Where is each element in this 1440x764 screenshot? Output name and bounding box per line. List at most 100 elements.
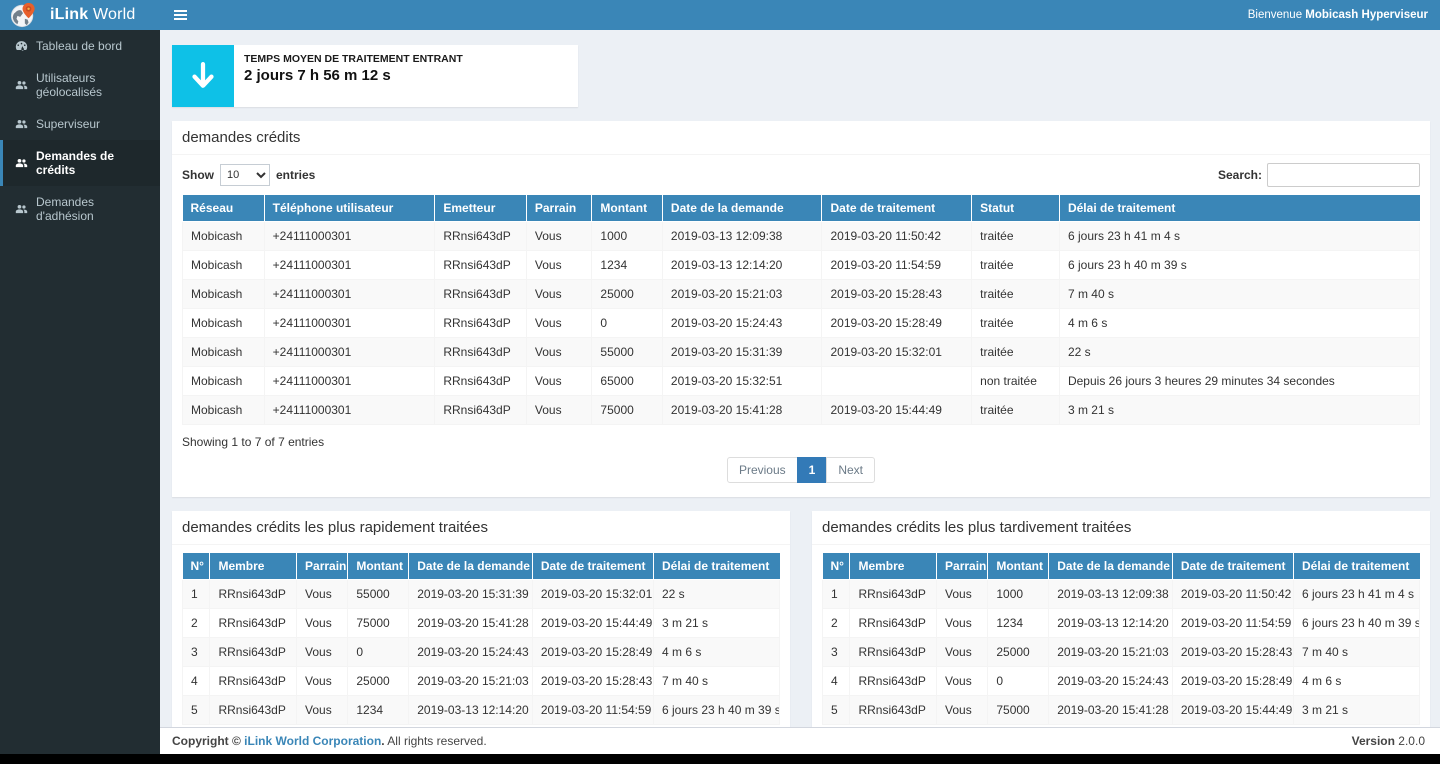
table-cell: RRnsi643dP [209,695,298,725]
table-cell: 4 m 6 s [653,637,780,667]
sidebar-item-demandes-de-credits[interactable]: Demandes de crédits [0,140,160,186]
arrow-down-icon [172,45,234,107]
sidebar-item-label: Demandes d'adhésion [36,195,95,223]
table-cell: traitée [971,250,1060,280]
table-header-row: Réseau Téléphone utilisateur Emetteur Pa… [182,195,1420,222]
table-cell: traitée [971,337,1060,367]
column-header[interactable]: Statut [971,195,1060,222]
column-header[interactable]: Délai de traitement [653,553,780,580]
table-cell: 1000 [987,579,1050,609]
search-input[interactable] [1267,163,1420,187]
column-header[interactable]: Parrain [526,195,593,222]
sidebar-item-superviseur[interactable]: Superviseur [0,108,160,140]
table-cell: 25000 [987,637,1050,667]
column-header[interactable]: Date de traitement [1172,553,1295,580]
sidebar-item-utilisateurs-geolocalises[interactable]: Utilisateurs géolocalisés [0,62,160,108]
column-header[interactable]: Réseau [182,195,265,222]
table-cell: 6 jours 23 h 41 m 4 s [1293,579,1420,609]
table-row: 5 RRnsi643dP Vous 75000 2019-03-20 15:41:28 2… [821,695,1420,725]
table-cell: Vous [525,279,593,309]
table-cell: 2019-03-13 12:14:20 [408,695,533,725]
page-1-button[interactable]: 1 [796,457,828,483]
table-cell: 2019-03-20 15:21:03 [1048,637,1173,667]
table-cell: Vous [936,666,989,696]
app-logo[interactable]: iLink World [0,0,160,30]
table-cell: RRnsi643dP [209,579,298,609]
table-cell: Vous [525,250,593,280]
column-header[interactable]: N° [822,553,851,580]
column-header[interactable]: Membre [209,553,298,580]
users-icon [15,79,29,91]
table-cell: Vous [296,608,349,638]
stat-card-title: TEMPS MOYEN DE TRAITEMENT ENTRANT [244,53,463,65]
table-cell: 55000 [347,579,410,609]
table-cell: 55000 [591,337,663,367]
table-cell: 2019-03-20 15:24:43 [1048,666,1173,696]
column-header[interactable]: Parrain [936,553,989,580]
table-cell: Depuis 26 jours 3 heures 29 minutes 34 s… [1058,366,1421,396]
table-cell: 2019-03-20 15:32:01 [821,337,973,367]
table-cell: Mobicash [182,337,265,367]
column-header[interactable]: N° [182,553,211,580]
previous-page-button[interactable]: Previous [726,457,798,483]
column-header[interactable]: Date de la demande [408,553,533,580]
table-cell: 0 [987,666,1050,696]
table-cell: 7 m 40 s [1293,637,1420,667]
column-header[interactable]: Emetteur [434,195,527,222]
content-area: TEMPS MOYEN DE TRAITEMENT ENTRANT 2 jour… [160,30,1440,727]
column-header[interactable]: Date de traitement [532,553,655,580]
column-header[interactable]: Date de la demande [662,195,823,222]
column-header[interactable]: Date de traitement [821,195,973,222]
table-cell: 5 [181,695,211,725]
column-header[interactable]: Montant [591,195,663,222]
table-row: 5 RRnsi643dP Vous 1234 2019-03-13 12:14:20 20… [181,695,780,725]
table-cell: 2019-03-20 15:28:49 [531,637,655,667]
table-cell: 6 jours 23 h 40 m 39 s [653,695,780,725]
company-link[interactable]: iLink World Corporation [244,734,382,748]
table-cell: 75000 [591,395,663,425]
table-cell: 2019-03-13 12:14:20 [661,250,823,280]
table-row: Mobicash +24111000301 RRnsi643dP Vous 25000 2… [182,279,1421,309]
table-cell: non traitée [971,366,1060,396]
table-cell: 22 s [653,579,780,609]
table-cell: 3 [821,637,851,667]
latest-panel: demandes crédits les plus tardivement tr… [812,511,1430,727]
column-header[interactable]: Membre [849,553,938,580]
column-header[interactable]: Montant [347,553,410,580]
sidebar-toggle-button[interactable] [160,0,200,30]
app-title: iLink World [50,6,136,23]
column-header[interactable]: Montant [987,553,1050,580]
table-cell: traitée [971,221,1060,251]
table-cell: Vous [296,695,349,725]
column-header[interactable]: Délai de traitement [1059,195,1420,222]
table-cell: 2019-03-20 11:54:59 [531,695,655,725]
table-cell: 2019-03-20 15:31:39 [661,337,823,367]
column-header[interactable]: Parrain [296,553,349,580]
next-page-button[interactable]: Next [826,457,876,483]
credits-panel-title: demandes crédits [172,121,1430,155]
sidebar-item-tableau-de-bord[interactable]: Tableau de bord [0,30,160,62]
fastest-table: N° Membre Parrain Montant Date de la dem… [181,553,780,725]
page-length-select[interactable]: 10 [220,164,270,186]
sidebar-menu: Tableau de bord Utilisateurs géolocalisé… [0,30,160,232]
users-icon [15,157,29,169]
column-header[interactable]: Délai de traitement [1293,553,1420,580]
table-cell: RRnsi643dP [434,221,527,251]
table-cell: Vous [525,337,593,367]
table-info: Showing 1 to 7 of 7 entries [182,435,325,449]
table-cell: 75000 [987,695,1050,725]
table-cell: +24111000301 [263,337,436,367]
table-cell: traitée [971,279,1060,309]
table-cell: 2019-03-13 12:09:38 [1048,579,1173,609]
sidebar-item-demandes-d-adhesion[interactable]: Demandes d'adhésion [0,186,160,232]
column-header[interactable]: Date de la demande [1048,553,1173,580]
table-cell: 2 [181,608,211,638]
table-cell: 2019-03-20 15:28:43 [531,666,655,696]
column-header[interactable]: Téléphone utilisateur [264,195,436,222]
table-cell: 1234 [347,695,410,725]
stat-card-temps-moyen: TEMPS MOYEN DE TRAITEMENT ENTRANT 2 jour… [172,45,578,107]
welcome-text: Bienvenue Mobicash Hyperviseur [1247,9,1428,21]
table-cell: 1 [821,579,851,609]
stat-card-value: 2 jours 7 h 56 m 12 s [244,67,391,84]
entries-label: entries [276,168,316,182]
